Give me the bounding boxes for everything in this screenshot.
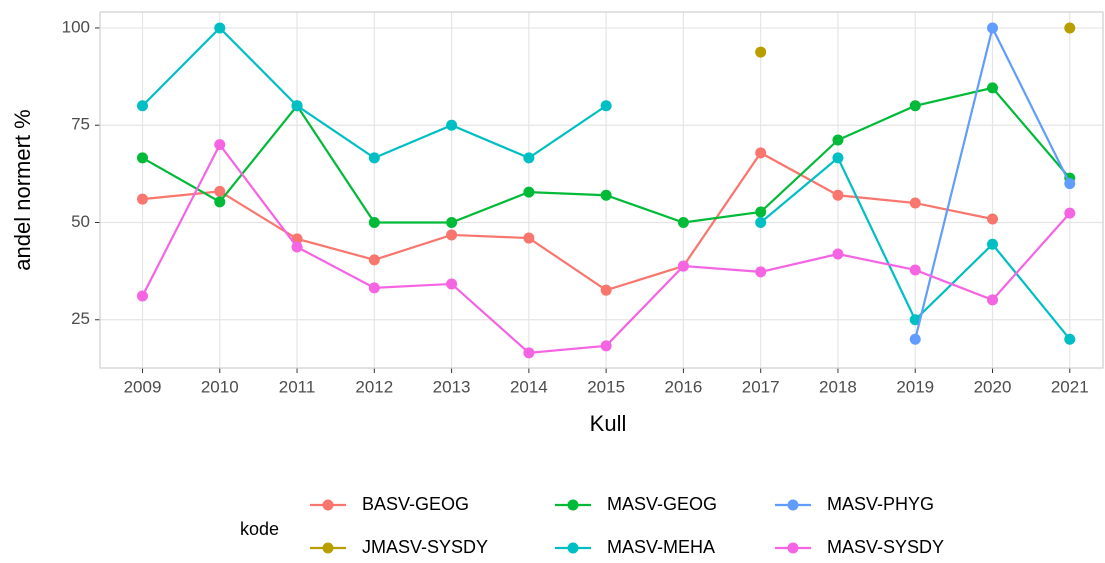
data-point xyxy=(600,189,612,201)
x-tick-label: 2017 xyxy=(742,377,780,396)
x-axis-title: Kull xyxy=(590,411,627,436)
data-point xyxy=(523,232,535,244)
data-point xyxy=(987,238,998,250)
data-point xyxy=(987,213,998,225)
data-point xyxy=(755,266,767,278)
data-point xyxy=(214,185,226,197)
data-point xyxy=(523,186,535,198)
data-point xyxy=(137,152,148,164)
legend-label: MASV-SYSDY xyxy=(827,537,944,557)
data-point xyxy=(368,216,380,228)
data-point xyxy=(987,82,998,94)
data-point xyxy=(446,229,458,241)
data-point xyxy=(909,264,921,276)
x-tick-label: 2012 xyxy=(355,377,393,396)
data-point xyxy=(368,152,380,164)
panel-border xyxy=(99,11,1104,369)
data-point xyxy=(446,278,458,290)
data-point xyxy=(446,119,458,131)
data-point xyxy=(214,22,226,34)
data-point xyxy=(1064,207,1076,219)
series-line xyxy=(142,151,993,292)
data-point xyxy=(909,314,921,326)
data-point xyxy=(909,197,921,209)
data-point xyxy=(909,100,921,112)
data-point xyxy=(600,284,612,296)
x-tick-label: 2011 xyxy=(279,377,316,396)
x-tick-label: 2016 xyxy=(664,377,702,396)
data-point xyxy=(446,216,458,228)
legend-key-point xyxy=(567,499,579,511)
data-point xyxy=(137,193,148,205)
legend-key-point xyxy=(787,542,799,554)
data-point xyxy=(1064,333,1076,345)
legend-label: MASV-GEOG xyxy=(607,494,717,514)
legend-label: MASV-MEHA xyxy=(607,537,715,557)
x-tick-label: 2020 xyxy=(974,377,1012,396)
data-point xyxy=(755,46,767,58)
legend-label: JMASV-SYSDY xyxy=(362,537,488,557)
legend-label: MASV-PHYG xyxy=(827,494,934,514)
legend-key-point xyxy=(567,542,579,554)
data-point xyxy=(987,294,998,306)
y-axis-title: andel normert % xyxy=(10,109,35,270)
legend-label: BASV-GEOG xyxy=(362,494,469,514)
data-point xyxy=(291,100,303,112)
x-tick-label: 2013 xyxy=(433,377,471,396)
x-tick-label: 2010 xyxy=(201,377,239,396)
y-tick-label: 50 xyxy=(71,212,90,231)
data-point xyxy=(523,152,535,164)
data-point xyxy=(755,147,767,159)
y-tick-label: 75 xyxy=(71,115,90,134)
data-point xyxy=(909,333,921,345)
data-point xyxy=(832,134,844,146)
data-point xyxy=(137,100,148,112)
data-point xyxy=(368,254,380,266)
data-point xyxy=(987,22,998,34)
x-tick-label: 2009 xyxy=(124,377,162,396)
x-tick-label: 2021 xyxy=(1051,377,1089,396)
data-point xyxy=(677,216,689,228)
y-tick-label: 100 xyxy=(62,17,90,36)
data-point xyxy=(523,347,535,359)
data-point xyxy=(755,216,767,228)
data-point xyxy=(137,290,148,302)
x-tick-label: 2019 xyxy=(896,377,934,396)
data-point xyxy=(832,189,844,201)
x-tick-label: 2015 xyxy=(587,377,625,396)
x-tick-label: 2018 xyxy=(819,377,857,396)
data-point xyxy=(1064,178,1076,190)
data-point xyxy=(600,100,612,112)
legend-key-point xyxy=(322,542,334,554)
x-tick-label: 2014 xyxy=(510,377,548,396)
data-point xyxy=(755,206,767,218)
data-point xyxy=(600,340,612,352)
y-tick-label: 25 xyxy=(71,309,90,328)
data-point xyxy=(677,260,689,272)
data-point xyxy=(291,241,303,253)
data-point xyxy=(832,152,844,164)
data-point xyxy=(214,139,226,151)
legend-key-point xyxy=(322,499,334,511)
data-point xyxy=(832,248,844,260)
data-point xyxy=(368,282,380,294)
legend-key-point xyxy=(787,499,799,511)
legend-title: kode xyxy=(240,519,279,539)
data-point xyxy=(214,196,226,208)
data-point xyxy=(1064,22,1076,34)
